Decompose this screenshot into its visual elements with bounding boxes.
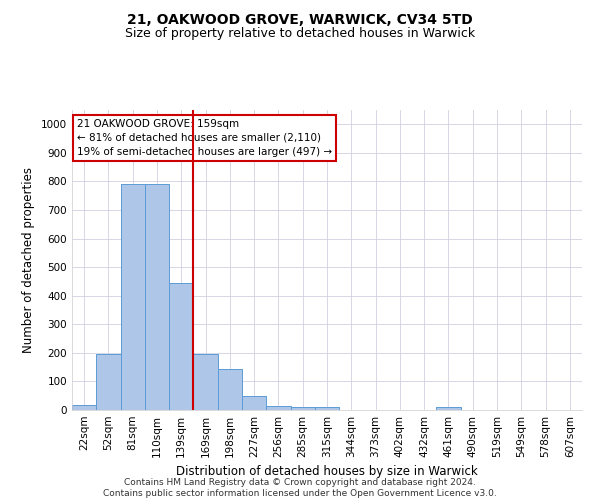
Bar xyxy=(145,184,169,410)
Text: 21, OAKWOOD GROVE, WARWICK, CV34 5TD: 21, OAKWOOD GROVE, WARWICK, CV34 5TD xyxy=(127,12,473,26)
Bar xyxy=(193,354,218,410)
Bar xyxy=(315,407,339,410)
Bar xyxy=(436,408,461,410)
Bar xyxy=(96,354,121,410)
Y-axis label: Number of detached properties: Number of detached properties xyxy=(22,167,35,353)
Text: Size of property relative to detached houses in Warwick: Size of property relative to detached ho… xyxy=(125,28,475,40)
Text: Contains HM Land Registry data © Crown copyright and database right 2024.
Contai: Contains HM Land Registry data © Crown c… xyxy=(103,478,497,498)
X-axis label: Distribution of detached houses by size in Warwick: Distribution of detached houses by size … xyxy=(176,466,478,478)
Bar xyxy=(290,407,315,410)
Bar xyxy=(169,284,193,410)
Bar xyxy=(72,405,96,410)
Bar xyxy=(218,369,242,410)
Bar xyxy=(242,396,266,410)
Text: 21 OAKWOOD GROVE: 159sqm
← 81% of detached houses are smaller (2,110)
19% of sem: 21 OAKWOOD GROVE: 159sqm ← 81% of detach… xyxy=(77,119,332,157)
Bar xyxy=(266,406,290,410)
Bar xyxy=(121,184,145,410)
